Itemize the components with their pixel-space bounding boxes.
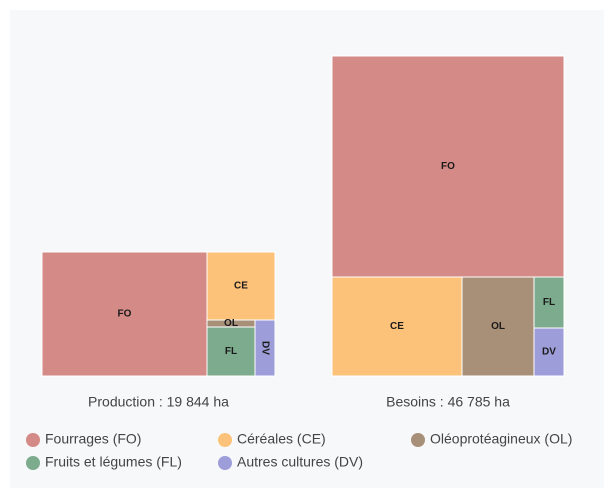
cell-label: CE [234,281,248,292]
treemap-cell [254,319,276,377]
legend-label: Céréales (CE) [237,431,326,447]
treemap-cell [533,276,565,329]
legend-label: Oléoprotéagineux (OL) [430,431,572,447]
treemap-cell [331,55,565,278]
treemap-caption: Production : 19 844 ha [88,394,229,410]
legend-swatch [218,433,232,447]
treemap-cell [206,251,276,321]
legend-label: Fruits et légumes (FL) [45,454,182,470]
legend-swatch [411,433,425,447]
legend-swatch [26,456,40,470]
cell-label: FO [118,309,132,320]
cell-label: FL [543,297,555,308]
legend-label: Fourrages (FO) [45,431,141,447]
cell-label: FL [225,346,237,357]
legend-label: Autres cultures (DV) [237,454,363,470]
treemap-cell [331,276,463,377]
cell-label: CE [390,321,404,332]
treemap-cell [461,276,535,377]
cell-label: FO [441,161,455,172]
cell-label: DV [259,341,270,355]
cell-label: DV [542,347,556,358]
treemap-cell [41,251,208,377]
legend-swatch [218,456,232,470]
treemap-caption: Besoins : 46 785 ha [386,394,510,410]
legend-swatch [26,433,40,447]
cell-label: OL [491,321,505,332]
treemap-cell [533,327,565,377]
cell-label: OL [224,318,238,329]
